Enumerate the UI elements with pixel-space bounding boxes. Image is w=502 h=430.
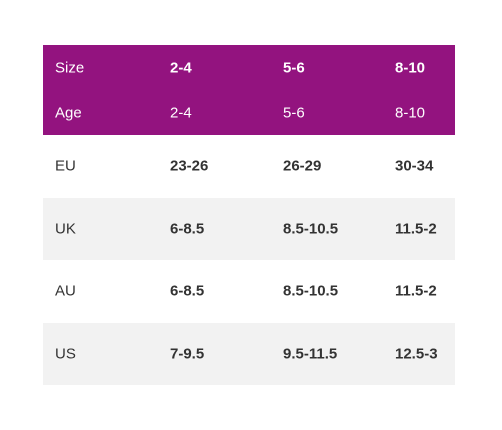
- header-row: Age 2-4 5-6 8-10: [43, 90, 455, 135]
- table-cell: 8.5-10.5: [283, 282, 339, 300]
- header-cell: 2-4: [170, 104, 192, 121]
- table-cell: 23-26: [170, 157, 209, 175]
- table-cell: 11.5-2: [395, 282, 437, 300]
- header-cell: 8-10: [395, 59, 426, 76]
- header-row: Size 2-4 5-6 8-10: [43, 45, 455, 90]
- row-label: AU: [55, 282, 76, 300]
- row-label: EU: [55, 157, 76, 175]
- header-cell: 5-6: [283, 59, 305, 76]
- header-cell: 2-4: [170, 59, 192, 76]
- row-label: US: [55, 345, 76, 363]
- table-cell: 6-8.5: [170, 220, 205, 238]
- table-row: AU 6-8.5 8.5-10.5 11.5-2: [43, 260, 455, 323]
- header-label: Age: [55, 104, 82, 121]
- table-cell: 9.5-11.5: [283, 345, 338, 363]
- header-label: Size: [55, 59, 85, 76]
- table-cell: 7-9.5: [170, 345, 205, 363]
- table-cell: 11.5-2: [395, 220, 437, 238]
- table-cell: 8.5-10.5: [283, 220, 339, 238]
- table-cell: 6-8.5: [170, 282, 205, 300]
- size-table: Size 2-4 5-6 8-10 Age 2-4 5-6 8-10 EU 23-26 26-29 3…: [43, 45, 455, 385]
- row-label: UK: [55, 220, 76, 238]
- header-cell: 8-10: [395, 104, 426, 121]
- table-cell: 26-29: [283, 157, 322, 175]
- table-cell: 30-34: [395, 157, 434, 175]
- table-row: EU 23-26 26-29 30-34: [43, 135, 455, 198]
- table-cell: 12.5-3: [395, 345, 438, 363]
- table-row: US 7-9.5 9.5-11.5 12.5-3: [43, 322, 455, 385]
- table-row: UK 6-8.5 8.5-10.5 11.5-2: [43, 197, 455, 260]
- header-cell: 5-6: [283, 104, 305, 121]
